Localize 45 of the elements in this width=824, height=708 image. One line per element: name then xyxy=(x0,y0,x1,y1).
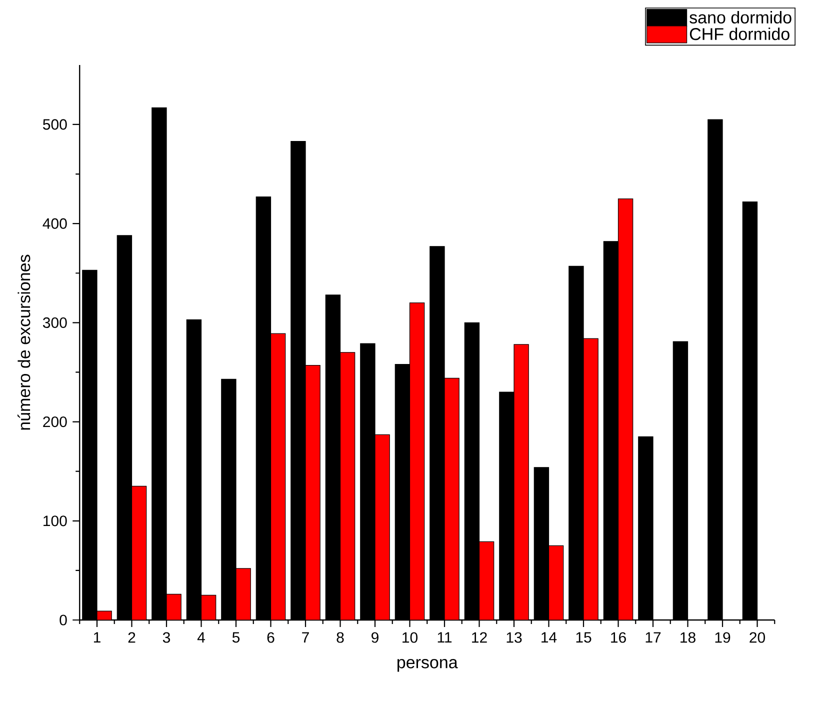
y-tick-label: 400 xyxy=(42,218,67,229)
x-tick-label: 2 xyxy=(128,632,136,643)
x-tick-label: 6 xyxy=(267,632,274,643)
bar xyxy=(374,434,390,620)
y-tick-label: 200 xyxy=(43,416,67,428)
bar xyxy=(409,302,425,620)
y-tick-label: 300 xyxy=(42,317,67,328)
bar xyxy=(444,378,460,620)
y-tick-label: 100 xyxy=(44,516,67,526)
x-tick-label: 12 xyxy=(472,632,487,643)
x-tick-label: 9 xyxy=(372,632,378,643)
x-tick-label: 13 xyxy=(506,632,522,643)
x-tick-label: 15 xyxy=(576,632,592,643)
legend-label: CHF dormido xyxy=(690,28,790,40)
bar xyxy=(340,352,356,620)
x-tick-label: 20 xyxy=(750,632,766,643)
x-tick-label: 8 xyxy=(336,632,344,643)
bar xyxy=(478,541,494,620)
x-tick-label: 5 xyxy=(232,632,240,643)
y-tick-label: 0 xyxy=(60,614,67,626)
x-tick-label: 11 xyxy=(438,632,452,643)
y-axis-title: número de excursiones xyxy=(18,254,30,430)
bar xyxy=(270,333,286,620)
y-tick-label: 500 xyxy=(42,119,67,130)
x-tick-label: 7 xyxy=(302,632,309,643)
x-tick-label: 16 xyxy=(611,632,626,643)
bar xyxy=(305,364,320,620)
x-tick-label: 14 xyxy=(542,632,557,643)
x-axis-title: persona xyxy=(398,659,458,672)
x-tick-label: 1 xyxy=(94,632,100,643)
x-tick-label: 19 xyxy=(715,632,730,643)
bar xyxy=(131,486,147,620)
bar xyxy=(618,198,634,620)
bar xyxy=(514,344,529,620)
x-tick-label: 4 xyxy=(197,632,205,643)
bar xyxy=(166,594,182,620)
x-tick-label: 10 xyxy=(402,632,418,643)
bar xyxy=(583,338,598,620)
bar xyxy=(236,568,251,620)
bar xyxy=(200,594,216,620)
x-tick-label: 17 xyxy=(646,632,661,643)
x-tick-label: 18 xyxy=(680,632,696,643)
bar xyxy=(548,545,564,620)
x-tick-label: 3 xyxy=(162,632,170,643)
legend-label: sano dormido xyxy=(690,11,792,24)
